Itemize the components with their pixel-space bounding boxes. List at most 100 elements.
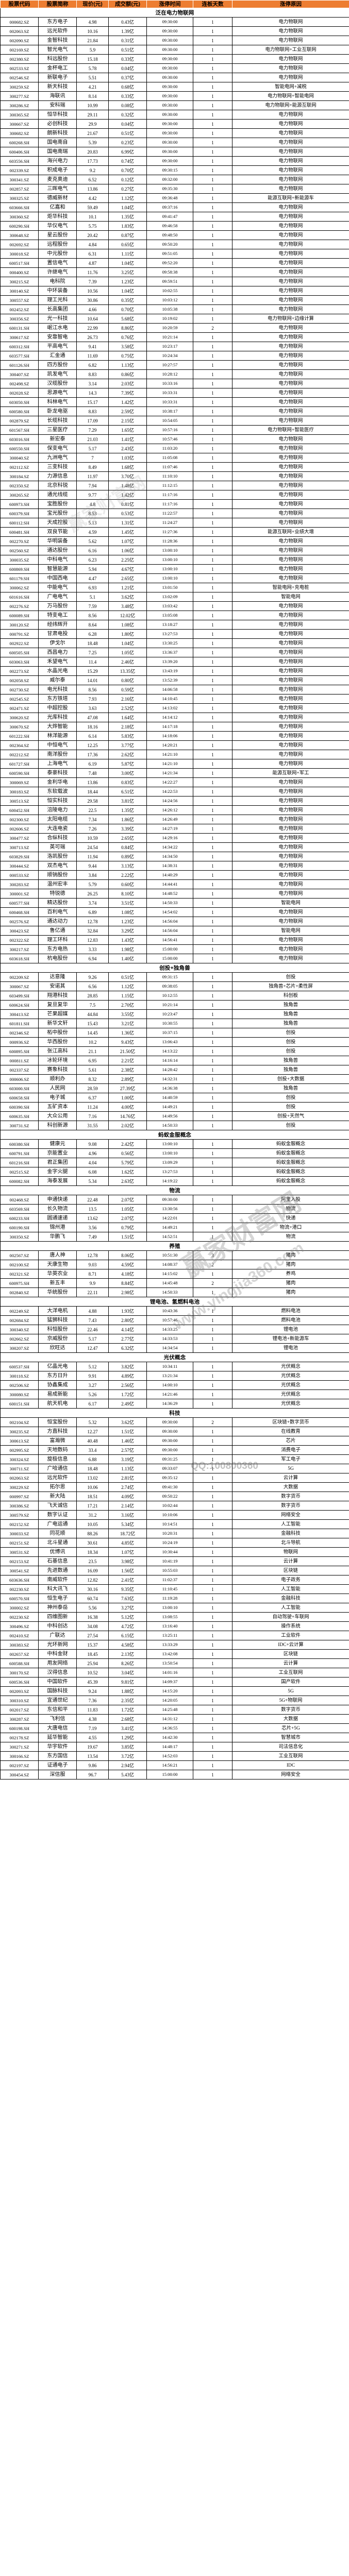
table-row[interactable]: 300283.SZ 温州宏丰 5.79 0.60亿 14:44:41 1 电力物联网 [0,879,349,889]
table-row[interactable]: 002300.SZ 太阳电缆 7.34 1.86亿 14:26:49 1 电力物联网 [0,815,349,824]
table-row[interactable]: 002093.SZ 国脉科技 9.24 1.88亿 14:15:20 1 5G [0,1686,349,1696]
table-row[interactable]: 300423.SZ 鲁亿通 32.84 3.29亿 14:56:04 1 智能电网 [0,926,349,936]
table-row[interactable]: 002684.SZ 猛狮科技 7.43 2.80亿 10:57:46 1 燃料电池 [0,1315,349,1325]
table-row[interactable]: 300277.SZ 海联讯 8.14 0.33亿 09:30:00 1 电力物联网+智能电网 [0,91,349,101]
table-row[interactable]: 002100.SZ 天康生物 9.03 4.59亿 14:08:37 2 猪肉 [0,1260,349,1269]
table-row[interactable]: 300670.SZ 大烨智能 18.16 2.18亿 14:17:18 1 电力物联网 [0,722,349,732]
table-row[interactable]: 300033.SZ 同花顺 88.26 18.72亿 10:20:31 1 金融科技 [0,1529,349,1538]
table-row[interactable]: 002249.SZ 大洋电机 4.88 1.93亿 10:43:36 1 燃料电池 [0,1306,349,1316]
table-row[interactable]: 300350.SZ 华鹏飞 7.49 1.51亿 14:52:51 1 物流 [0,1232,349,1242]
table-row[interactable]: 300035.SZ 中科电气 6.23 2.25亿 13:00:10 1 电力物联网 [0,555,349,565]
table-row[interactable]: 002346.SZ 柘中股份 14.45 1.36亿 10:37:15 1 创投 [0,1028,349,1038]
table-row[interactable]: 300444.SZ 双杰电气 9.44 3.13亿 14:38:31 1 电力物联网 [0,861,349,871]
table-row[interactable]: 600517.SH 置信电气 4.87 1.04亿 09:52:20 1 电力物联网 [0,258,349,268]
table-row[interactable]: 002321.SZ 华英农业 8.71 4.18亿 14:15:02 1 养鸡 [0,1269,349,1279]
table-row[interactable]: 300620.SZ 光库科技 47.08 1.64亿 14:14:12 1 电力物联网 [0,713,349,722]
table-row[interactable]: 002169.SZ 智光电气 5.9 0.51亿 09:30:00 1 电力物联网+工业互联… [0,45,349,55]
table-row[interactable]: 002212.SZ 南洋股份 17.36 2.62亿 14:21:10 1 电力物联网 [0,750,349,759]
table-row[interactable]: 300531.SZ 优博讯 18.34 1.07亿 10:30:44 1 物联网 [0,1547,349,1557]
table-row[interactable]: 002606.SZ 大连电瓷 7.26 3.39亿 14:27:19 1 电力物联网 [0,824,349,834]
table-row[interactable]: 600089.SH 特变电工 8.56 12.02亿 13:05:08 1 电力物联网 [0,611,349,620]
table-row[interactable]: 300413.SZ 芒果超媒 44.84 3.55亿 10:23:47 1 独角兽 [0,1009,349,1019]
table-row[interactable]: 002350.SZ 北京科锐 7.94 1.48亿 11:12:15 1 电力物联网 [0,481,349,490]
table-row[interactable]: 600112.SH 天成控股 5.13 1.31亿 11:24:27 1 电力物联网 [0,518,349,528]
table-row[interactable]: 300731.SZ 科创新源 31.55 2.02亿 14:50:33 1 创投 [0,1121,349,1130]
table-row[interactable]: 002662.SZ 京威股份 5.17 2.77亿 14:33:53 1 锂电池+新能源车 [0,1334,349,1344]
table-row[interactable]: 002017.SZ 东信和平 11.83 1.72亿 14:25:48 1 数字货币 [0,1705,349,1715]
table-row[interactable]: 000997.SZ 新大陆 18.51 4.09亿 09:50:22 1 数字货币 [0,1492,349,1501]
table-row[interactable]: 600131.SH 岷江水电 22.99 8.86亿 10:20:59 2 电力物联网 [0,323,349,333]
table-row[interactable]: 002104.SZ 恒宝股份 5.32 3.62亿 09:30:00 2 区块链+数字货币 [0,1417,349,1427]
table-row[interactable]: 600379.SH 宝光股份 8.53 0.53亿 11:22:57 1 电力物联网 [0,509,349,518]
table-row[interactable]: 002515.SZ 金字火腿 6.08 1.62亿 13:27:53 1 蚂蚁金服概念 [0,1167,349,1177]
table-row[interactable]: 600468.SH 百利电气 6.89 1.08亿 14:54:02 1 电力物联网 [0,907,349,917]
table-row[interactable]: 300166.SZ 东方国信 13.54 3.72亿 14:52:03 1 工业互联网 [0,1751,349,1761]
table-row[interactable]: 603499.SH 翔港科技 28.85 1.15亿 10:12:55 1 科创板 [0,991,349,1001]
table-row[interactable]: 002230.SZ 四维图新 16.38 5.12亿 13:08:55 1 自动驾驶+车联网 [0,1612,349,1622]
table-row[interactable]: 300383.SZ 光环新网 15.37 4.58亿 13:33:29 1 IDC+云计算 [0,1640,349,1650]
table-row[interactable]: 300002.SZ 神州泰岳 5.56 3.27亿 13:00:10 1 人工智能 [0,1603,349,1613]
table-row[interactable]: 002533.SZ 金杯电工 5.78 0.04亿 09:30:00 1 电力物联网 [0,63,349,73]
table-row[interactable]: 002545.SZ 东方铁塔 7.93 2.16亿 14:10:45 1 电力物联网 [0,694,349,704]
table-row[interactable]: 002322.SZ 理工环科 12.83 1.43亿 14:56:41 1 电力物联网 [0,935,349,945]
table-row[interactable]: 300340.SZ 科恒股份 22.46 4.14亿 14:33:25 1 锂电池 [0,1325,349,1334]
table-row[interactable]: 300496.SZ 中科创达 34.08 4.72亿 13:16:40 1 操作系统 [0,1621,349,1631]
table-row[interactable]: 002339.SZ 积成电子 9.2 0.70亿 09:30:15 1 电力物联网 [0,165,349,175]
table-row[interactable]: 600635.SH 大众公用 7.16 14.76亿 14:49:56 1 创投+天然气 [0,1111,349,1121]
table-row[interactable]: 300140.SZ 中环装备 10.56 1.04亿 10:02:55 1 电力物联网 [0,286,349,296]
table-row[interactable]: 300541.SZ 先进数通 16.09 1.56亿 10:55:03 1 区块链 [0,1566,349,1575]
table-row[interactable]: 600233.SH 圆通速递 13.62 2.07亿 14:22:01 1 快递 [0,1213,349,1223]
table-row[interactable]: 300001.SZ 特锐德 26.25 8.10亿 14:48:52 1 电力物联网 [0,889,349,899]
table-row[interactable]: 002058.SZ 威尔泰 14.01 0.80亿 13:52:39 1 电力物联网 [0,675,349,685]
table-row[interactable]: 600588.SH 用友网络 25.94 8.26亿 13:50:54 1 云计算 [0,1658,349,1668]
table-row[interactable]: 002364.SZ 中恒电气 12.25 3.77亿 14:20:21 1 电力物联网 [0,740,349,750]
table-row[interactable]: 002153.SZ 石基信息 23.5 3.98亿 10:41:19 1 云计算 [0,1556,349,1566]
table-row[interactable]: 002410.SZ 广联达 27.54 6.15亿 13:25:11 1 工业软件 [0,1631,349,1640]
table-row[interactable]: 002546.SZ 新联电子 5.51 0.37亿 09:30:00 1 电力物联网 [0,73,349,82]
table-row[interactable]: 002567.SZ 唐人神 12.78 8.06亿 10:51:30 3 猪肉 [0,1250,349,1260]
table-row[interactable]: 002471.SZ 中超控股 3.63 2.52亿 14:13:02 1 电力物联网 [0,703,349,713]
table-row[interactable]: 300067.SZ 安诺其 6.56 1.12亿 09:38:05 1 独角兽+芯片+柔性屏 [0,981,349,991]
table-row[interactable]: 601126.SH 四方股份 6.82 1.13亿 10:27:57 1 电力物联网 [0,360,349,370]
table-row[interactable]: 300080.SZ 易成新能 5.26 1.72亿 14:21:46 1 光伏概念 [0,1389,349,1399]
table-row[interactable]: 300286.SZ 安科瑞 10.99 0.08亿 09:30:00 1 电力物联网+能源互… [0,100,349,110]
table-row[interactable]: 002922.SZ 伊戈尔 18.48 1.04亿 13:30:25 1 电力物联网 [0,638,349,648]
table-row[interactable]: 601616.SH 广电电气 5.1 3.62亿 13:02:09 1 智能电网 [0,592,349,602]
table-row[interactable]: 601216.SH 君正集团 4.04 5.79亿 13:09:29 1 蚂蚁金服概念 [0,1158,349,1167]
table-row[interactable]: 002337.SZ 赛象科技 5.61 2.38亿 14:28:42 1 独角兽 [0,1065,349,1075]
table-row[interactable]: 300365.SZ 恒华科技 29.11 0.32亿 09:30:00 1 电力物联网 [0,110,349,120]
table-row[interactable]: 002468.SZ 申通快递 22.48 2.07亿 09:30:00 1 阿里入股 [0,1195,349,1205]
table-row[interactable]: 300207.SZ 欣旺达 12.47 6.32亿 14:34:54 1 锂电池 [0,1343,349,1353]
table-row[interactable]: 002090.SZ 金智科技 21.84 0.31亿 09:30:00 1 电力物联网 [0,36,349,45]
table-row[interactable]: 601727.SH 上海电气 6.19 5.87亿 14:21:10 1 电力物联网 [0,759,349,769]
table-row[interactable]: 300183.SZ 东软载波 18.44 6.51亿 14:22:53 1 电力物联网 [0,787,349,796]
table-row[interactable]: 002657.SZ 中科金财 18.45 2.13亿 13:42:08 1 区块链 [0,1649,349,1659]
table-row[interactable]: 002730.SZ 电光科技 8.56 0.59亿 14:06:58 1 电力物联网 [0,685,349,694]
table-row[interactable]: 000606.SZ 顺利办 8.32 2.89亿 14:32:31 1 创投+大数据 [0,1074,349,1084]
table-row[interactable]: 600658.SH 电子城 6.37 1.00亿 14:40:59 1 创投 [0,1093,349,1103]
table-row[interactable]: 000682.SZ 东方电子 4.98 0.43亿 09:30:00 1 电力物联网 [0,17,349,27]
table-row[interactable]: 002112.SZ 三变科技 8.49 1.68亿 11:07:46 1 电力物联网 [0,462,349,472]
table-row[interactable]: 002230.SZ 科大讯飞 30.16 9.35亿 11:10:45 1 人工智能 [0,1584,349,1594]
table-row[interactable]: 300235.SZ 方直科技 12.27 1.51亿 09:30:00 1 在线教育 [0,1427,349,1436]
table-row[interactable]: 300617.SZ 安靠智电 26.73 0.76亿 10:21:14 1 电力物联网 [0,332,349,342]
table-row[interactable]: 002270.SZ 华明装备 5.62 1.07亿 11:28:36 1 电力物联网 [0,536,349,546]
table-row[interactable]: 300477.SZ 合纵科技 10.59 2.65亿 14:29:16 1 电力物联网 [0,833,349,843]
table-row[interactable]: 600570.SH 恒生电子 60.74 7.63亿 11:19:28 1 金融科技 [0,1594,349,1603]
table-row[interactable]: 600536.SH 中国软件 45.39 9.81亿 14:09:37 1 国产软件 [0,1677,349,1687]
table-row[interactable]: 300259.SZ 新天科技 4.21 0.68亿 09:30:00 1 智能电网+减税 [0,82,349,92]
table-row[interactable]: 603666.SH 亿嘉和 59.49 1.04亿 09:37:16 1 电力物联网 [0,202,349,212]
table-row[interactable]: 600481.SH 双良节能 4.59 1.45亿 11:27:36 1 能源互联网+业绩大… [0,527,349,537]
table-row[interactable]: 000533.SZ 顺钠股份 3.84 2.22亿 14:40:29 1 电力物联网 [0,870,349,880]
table-row[interactable]: 300356.SZ 光一科技 10.64 5.68亿 10:19:02 1 电力物联网+边缘… [0,314,349,324]
table-row[interactable]: 300325.SZ 德威新材 4.42 1.12亿 09:36:48 1 能源互联网+新能源… [0,193,349,203]
table-row[interactable]: 300407.SZ 凯发电气 8.83 0.86亿 10:28:12 1 电力物联网 [0,369,349,379]
table-row[interactable]: 300324.SZ 旋极信息 6.88 3.19亿 09:31:25 1 军工电子 [0,1454,349,1464]
table-row[interactable]: 000400.SZ 许继电气 11.76 3.25亿 09:58:38 1 电力物联网 [0,267,349,277]
table-row[interactable]: 300018.SZ 中元股份 6.31 1.11亿 09:51:05 1 电力物联网 [0,249,349,259]
table-row[interactable]: 002857.SZ 三晖电气 13.86 0.27亿 09:35:30 1 电力物联网 [0,184,349,194]
table-row[interactable]: 300667.SZ 必创科技 29.9 0.04亿 09:30:00 1 电力物联网 [0,119,349,129]
table-row[interactable]: 300579.SZ 数字认证 31.2 3.16亿 10:10:06 1 网络安全 [0,1510,349,1520]
table-row[interactable]: 300386.SZ 飞天诚信 17.21 2.14亿 10:02:44 1 数字货币 [0,1501,349,1511]
table-row[interactable]: 600390.SH 五矿资本 11.24 4.00亿 14:49:21 1 创投 [0,1102,349,1112]
